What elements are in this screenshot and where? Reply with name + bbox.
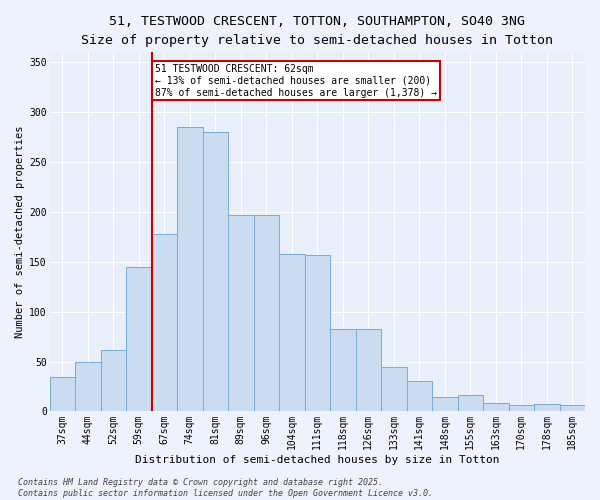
Bar	[509, 406, 534, 411]
Bar	[330, 328, 356, 411]
Y-axis label: Number of semi-detached properties: Number of semi-detached properties	[15, 126, 25, 338]
Bar	[152, 234, 177, 412]
Bar	[279, 254, 305, 412]
Bar	[534, 404, 560, 411]
Bar	[228, 215, 254, 412]
Bar	[483, 404, 509, 411]
Bar	[407, 382, 432, 412]
Bar	[356, 328, 381, 411]
Bar	[560, 406, 585, 411]
Title: 51, TESTWOOD CRESCENT, TOTTON, SOUTHAMPTON, SO40 3NG
Size of property relative t: 51, TESTWOOD CRESCENT, TOTTON, SOUTHAMPT…	[81, 15, 553, 47]
Text: Contains HM Land Registry data © Crown copyright and database right 2025.
Contai: Contains HM Land Registry data © Crown c…	[18, 478, 433, 498]
Bar	[203, 132, 228, 411]
Text: 51 TESTWOOD CRESCENT: 62sqm
← 13% of semi-detached houses are smaller (200)
87% : 51 TESTWOOD CRESCENT: 62sqm ← 13% of sem…	[155, 64, 437, 98]
Bar	[432, 398, 458, 411]
Bar	[305, 255, 330, 412]
Bar	[50, 376, 75, 412]
Bar	[101, 350, 126, 412]
X-axis label: Distribution of semi-detached houses by size in Totton: Distribution of semi-detached houses by …	[135, 455, 500, 465]
Bar	[126, 267, 152, 412]
Bar	[458, 396, 483, 411]
Bar	[381, 366, 407, 412]
Bar	[75, 362, 101, 412]
Bar	[177, 127, 203, 412]
Bar	[254, 215, 279, 412]
